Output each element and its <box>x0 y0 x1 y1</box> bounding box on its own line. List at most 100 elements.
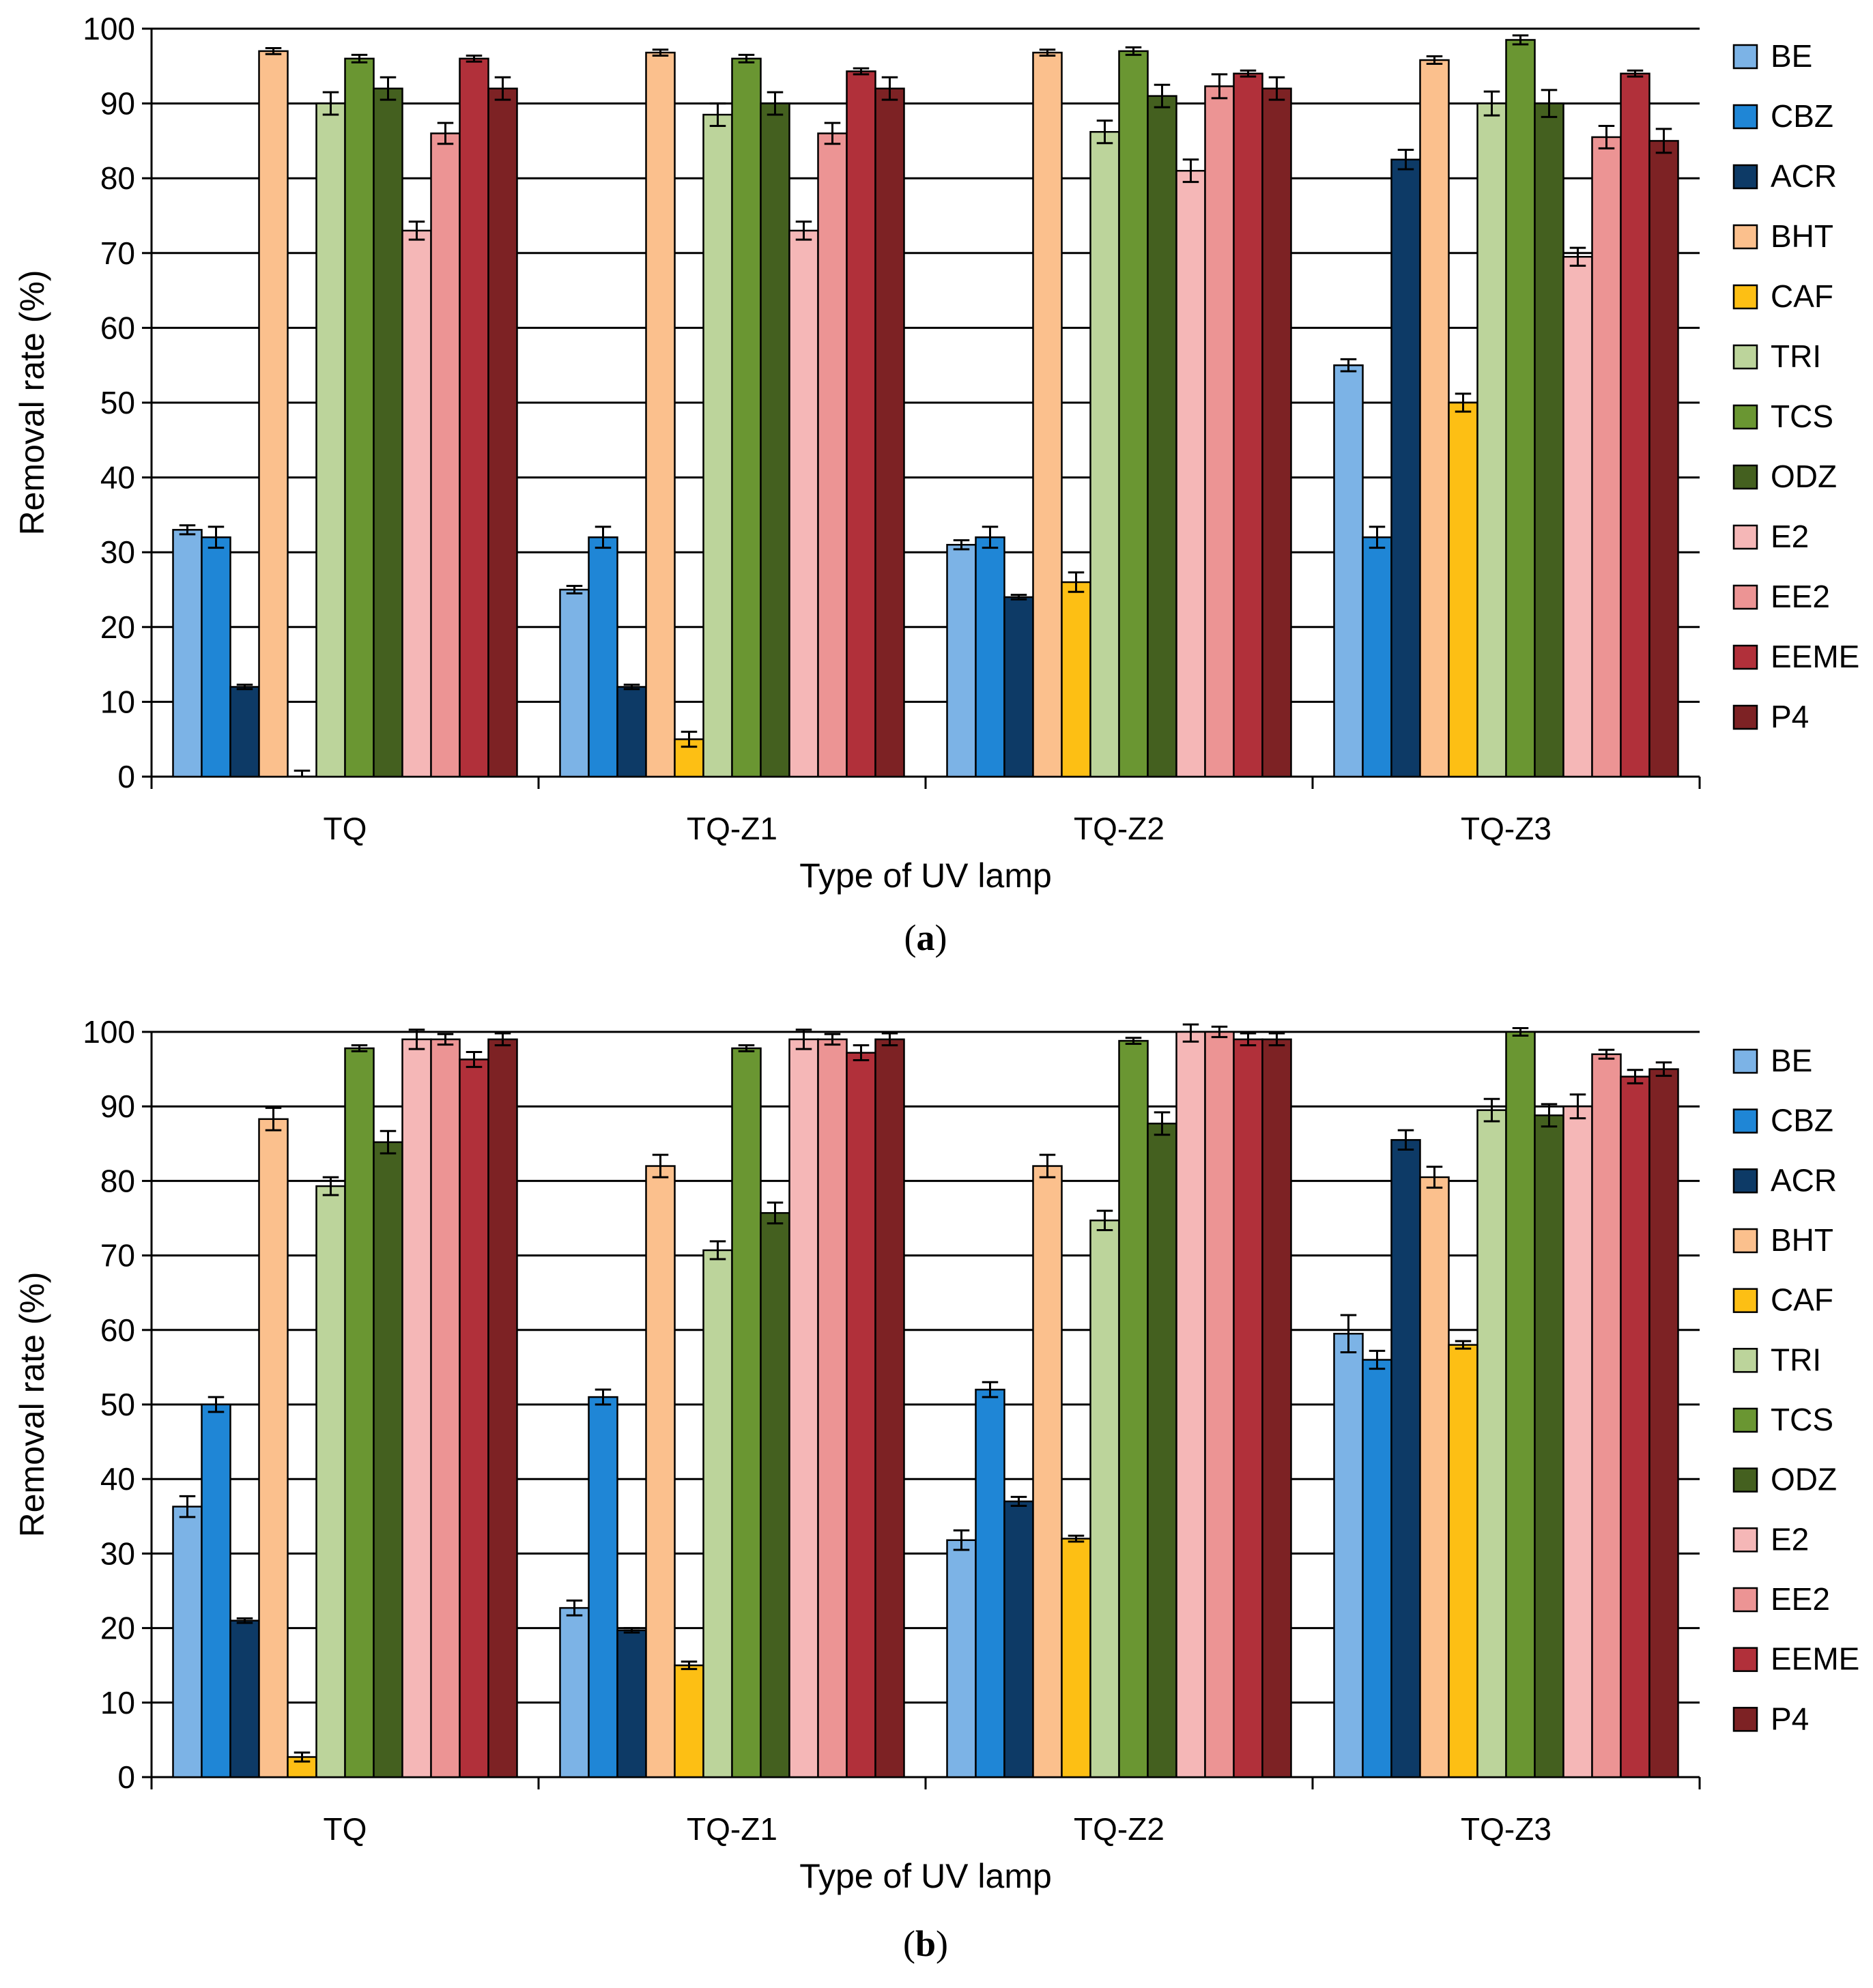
panel-label-letter: a <box>917 917 935 958</box>
bar-ee2-tq-z1 <box>817 1038 848 1778</box>
bar-tri-tq-z2 <box>1089 130 1120 778</box>
bar-be-tq-z1 <box>559 588 590 778</box>
bar-caf-tq-z2 <box>1061 1538 1091 1778</box>
bar-acr-tq-z2 <box>1003 596 1034 778</box>
y-tick-label: 80 <box>100 1163 135 1198</box>
bar-eeme-tq-z3 <box>1620 1076 1650 1778</box>
bar-ee2-tq-z3 <box>1591 1053 1622 1778</box>
legend-label-acr: ACR <box>1771 1162 1837 1198</box>
y-tick-label: 50 <box>100 1387 135 1422</box>
bar-odz-tq-z1 <box>760 102 790 778</box>
x-tick-label: TQ <box>324 1811 367 1847</box>
legend-swatch-odz <box>1732 464 1758 490</box>
bar-odz-tq <box>373 1141 403 1778</box>
legend-swatch-acr <box>1732 164 1758 190</box>
legend-label-ee2: EE2 <box>1771 579 1830 614</box>
bar-cbz-tq-z3 <box>1362 1359 1392 1778</box>
x-tick-label: TQ-Z2 <box>1074 811 1164 846</box>
legend-swatch-bht <box>1732 1228 1758 1254</box>
legend-swatch-caf <box>1732 1288 1758 1313</box>
bar-e2-tq-z3 <box>1562 256 1593 778</box>
bar-ee2-tq-z2 <box>1204 85 1235 778</box>
bar-odz-tq-z1 <box>760 1212 790 1778</box>
y-tick-label: 50 <box>100 385 135 420</box>
legend-swatch-eeme <box>1732 1647 1758 1672</box>
legend-label-tcs: TCS <box>1771 399 1833 434</box>
legend-swatch-tri <box>1732 344 1758 370</box>
bar-odz-tq-z2 <box>1147 1123 1177 1778</box>
y-tick-label: 0 <box>117 759 135 794</box>
legend-label-cbz: CBZ <box>1771 98 1833 134</box>
x-tick-label: TQ-Z2 <box>1074 1811 1164 1847</box>
legend-label-caf: CAF <box>1771 1282 1833 1318</box>
bar-e2-tq-z2 <box>1175 169 1206 778</box>
bar-acr-tq-z3 <box>1390 1139 1421 1778</box>
x-tick-label: TQ-Z1 <box>687 811 777 846</box>
bar-be-tq-z3 <box>1333 1333 1364 1778</box>
x-tick-label: TQ <box>324 811 367 846</box>
bar-p4-tq-z1 <box>874 1038 905 1778</box>
x-tick-label: TQ-Z3 <box>1461 1811 1552 1847</box>
bar-ee2-tq <box>430 1038 461 1778</box>
bar-odz-tq <box>373 87 403 778</box>
bar-acr-tq-z2 <box>1003 1500 1034 1778</box>
bar-p4-tq <box>487 1038 518 1778</box>
bar-tcs-tq <box>344 57 375 778</box>
legend-label-acr: ACR <box>1771 158 1837 194</box>
legend-swatch-tri <box>1732 1348 1758 1373</box>
legend-swatch-be <box>1732 1048 1758 1074</box>
bar-acr-tq-z3 <box>1390 158 1421 778</box>
bar-tcs-tq-z3 <box>1505 1031 1536 1778</box>
bar-bht-tq-z1 <box>645 51 676 778</box>
bar-be-tq-z3 <box>1333 364 1364 778</box>
bar-e2-tq-z2 <box>1175 1031 1206 1778</box>
legend-swatch-p4 <box>1732 704 1758 730</box>
y-tick-label: 10 <box>100 1685 135 1720</box>
bar-cbz-tq-z3 <box>1362 536 1392 778</box>
legend-swatch-ee2 <box>1732 1587 1758 1613</box>
legend-swatch-caf <box>1732 284 1758 310</box>
bar-tri-tq-z1 <box>702 1249 733 1778</box>
bar-tri-tq-z3 <box>1476 1109 1507 1778</box>
bar-e2-tq-z1 <box>788 229 819 778</box>
bar-tri-tq-z1 <box>702 113 733 778</box>
legend-label-eeme: EEME <box>1771 639 1859 674</box>
bar-bht-tq <box>258 1118 289 1778</box>
bar-bht-tq-z3 <box>1419 1176 1450 1778</box>
legend-label-tri: TRI <box>1771 338 1821 374</box>
bar-caf-tq-z3 <box>1448 1344 1478 1778</box>
y-tick-label: 0 <box>117 1759 135 1795</box>
bar-cbz-tq-z2 <box>975 1388 1005 1778</box>
bar-be-tq <box>172 1506 203 1778</box>
legend-swatch-be <box>1732 44 1758 70</box>
legend-swatch-e2 <box>1732 524 1758 550</box>
legend-label-be: BE <box>1771 1043 1812 1078</box>
bar-e2-tq <box>401 1038 432 1778</box>
panel-label: (b) <box>903 1923 948 1964</box>
legend-swatch-e2 <box>1732 1527 1758 1553</box>
y-tick-label: 20 <box>100 1611 135 1646</box>
bar-tri-tq-z2 <box>1089 1220 1120 1778</box>
bar-eeme-tq-z1 <box>846 1052 876 1778</box>
bar-be-tq <box>172 529 203 778</box>
bar-eeme-tq-z3 <box>1620 72 1650 778</box>
y-axis-title: Removal rate (%) <box>13 1272 51 1538</box>
legend-label-odz: ODZ <box>1771 459 1837 494</box>
y-tick-label: 30 <box>100 1536 135 1571</box>
chart-panel-a: 0 10 20 30 40 50 60 70 80 90 100 TQ TQ-Z1 TQ-Z2 TQ-Z3 T… <box>13 11 1859 958</box>
legend-swatch-acr <box>1732 1168 1758 1194</box>
legend-label-tri: TRI <box>1771 1342 1821 1377</box>
bar-e2-tq-z3 <box>1562 1105 1593 1778</box>
y-tick-label: 40 <box>100 1461 135 1497</box>
bar-be-tq-z2 <box>946 543 977 778</box>
bar-bht-tq-z1 <box>645 1165 676 1778</box>
bar-ee2-tq-z3 <box>1591 136 1622 778</box>
bar-be-tq-z1 <box>559 1607 590 1778</box>
x-axis-title: Type of UV lamp <box>799 856 1052 895</box>
bar-p4-tq-z1 <box>874 87 905 778</box>
y-tick-label: 60 <box>100 310 135 345</box>
x-tick-label: TQ-Z1 <box>687 1811 777 1847</box>
bar-cbz-tq <box>201 536 231 778</box>
legend-label-odz: ODZ <box>1771 1462 1837 1497</box>
bar-ee2-tq <box>430 132 461 778</box>
